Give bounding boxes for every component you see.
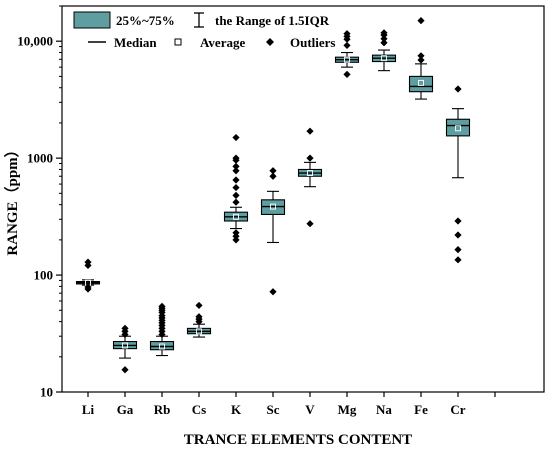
x-tick-label: Rb: [154, 402, 171, 417]
mean-marker: [233, 213, 239, 220]
mean-marker: [418, 79, 424, 86]
outlier-point: [158, 302, 166, 310]
x-tick-label: Ga: [117, 402, 134, 417]
legend-outlier-icon: [266, 38, 274, 46]
mean-marker: [307, 170, 313, 177]
outlier-point: [195, 313, 203, 321]
outlier-point: [232, 229, 240, 237]
outlier-point: [121, 366, 129, 374]
y-tick-label: 10: [40, 385, 53, 400]
legend-median-label: Median: [114, 35, 157, 50]
outlier-point: [380, 35, 388, 43]
box-k: [223, 133, 249, 244]
outlier-point: [343, 30, 351, 38]
x-axis-label: TRANCE ELEMENTS CONTENT: [184, 432, 412, 448]
mean-marker: [381, 55, 387, 62]
legend-outliers-label: Outliers: [290, 35, 336, 50]
legend-box-swatch: [73, 11, 111, 29]
box-na: [371, 29, 397, 72]
box-iqr: [408, 75, 434, 93]
y-tick-label: 100: [34, 268, 54, 283]
mean-marker: [344, 56, 350, 63]
legend-average-label: Average: [200, 35, 245, 50]
outlier-point: [454, 85, 462, 93]
outlier-point: [269, 167, 277, 175]
x-tick-label: Sc: [267, 402, 280, 417]
legend-box-label: 25%~75%: [116, 13, 175, 28]
y-tick-label: 10,000: [17, 34, 53, 49]
x-tick-label: Fe: [414, 402, 428, 417]
outlier-point: [380, 39, 388, 47]
y-axis: 10 100 1000 10,000: [17, 5, 62, 400]
box-series: [75, 17, 471, 374]
outlier-point: [417, 17, 425, 25]
outlier-point: [306, 127, 314, 135]
mean-marker: [122, 342, 128, 349]
plot-frame: [61, 5, 545, 393]
box-iqr: [445, 118, 471, 137]
mean-marker: [159, 343, 165, 350]
box-cr: [445, 85, 471, 264]
box-fe: [408, 17, 434, 100]
x-tick-label: Cr: [450, 402, 465, 417]
outlier-point: [84, 283, 92, 291]
outlier-point: [417, 56, 425, 64]
legend-average-icon: [174, 38, 182, 46]
box-rb: [149, 302, 175, 357]
outlier-point: [454, 256, 462, 264]
outlier-point: [232, 236, 240, 244]
outlier-point: [232, 167, 240, 175]
x-tick-label: Li: [82, 402, 95, 417]
box-li: [75, 258, 101, 293]
outlier-point: [195, 301, 203, 310]
x-tick-label: Cs: [192, 402, 206, 417]
outlier-point: [232, 154, 240, 162]
box-iqr: [149, 341, 175, 351]
outlier-point: [343, 70, 351, 79]
outlier-point: [343, 41, 351, 50]
outlier-point: [306, 220, 314, 228]
box-cs: [186, 301, 212, 338]
y-axis-label: RANGE（ppm）: [3, 142, 21, 255]
y-tick-label: 1000: [27, 151, 53, 166]
outlier-point: [454, 246, 462, 254]
box-v: [297, 127, 323, 228]
x-tick-label: K: [231, 402, 242, 417]
x-axis: Li Ga Rb Cs K Sc V Mg Na Fe Cr: [82, 392, 496, 417]
outlier-point: [121, 324, 129, 332]
box-mg: [334, 30, 360, 79]
x-tick-label: Na: [376, 402, 392, 417]
outlier-point: [269, 172, 277, 180]
outlier-point: [306, 154, 314, 162]
outlier-point: [417, 52, 425, 60]
outlier-point: [269, 288, 277, 296]
outlier-point: [232, 183, 240, 192]
legend-range-icon: [194, 12, 204, 28]
outlier-point: [380, 29, 388, 37]
legend: 25%~75% the Range of 1.5IQR Median Avera…: [73, 11, 336, 50]
x-tick-label: V: [305, 402, 315, 417]
x-tick-label: Mg: [338, 402, 357, 417]
outlier-point: [232, 162, 240, 170]
outlier-point: [232, 191, 240, 200]
legend-range-label: the Range of 1.5IQR: [215, 13, 330, 28]
mean-marker: [270, 203, 276, 210]
mean-marker: [455, 125, 461, 132]
outlier-point: [232, 133, 240, 142]
outlier-point: [232, 176, 240, 184]
outlier-point: [454, 231, 462, 239]
box-sc: [260, 167, 286, 296]
box-ga: [112, 324, 138, 374]
outlier-point: [232, 198, 240, 206]
outlier-point: [454, 217, 462, 225]
outlier-point: [84, 258, 92, 266]
mean-marker: [196, 328, 202, 335]
